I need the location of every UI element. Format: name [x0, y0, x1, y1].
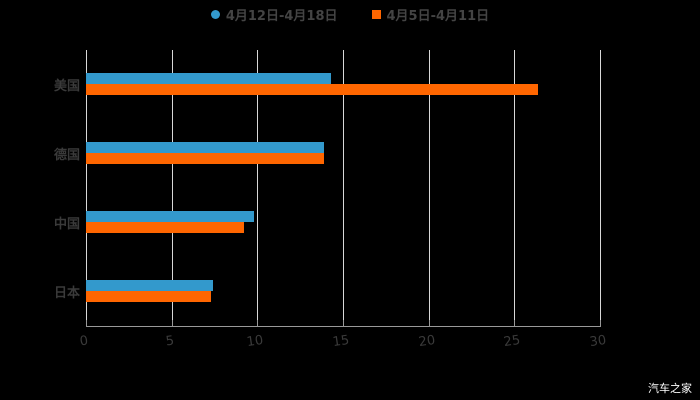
x-tick: [514, 320, 516, 327]
legend-circle-icon: [210, 9, 220, 19]
gridline: [514, 50, 516, 326]
category-label: 日本: [53, 286, 80, 301]
legend-item-series-2[interactable]: 4月5日-4月11日: [371, 4, 490, 24]
x-tick: [428, 320, 430, 327]
x-tick-label: 20: [417, 332, 436, 351]
x-tick-label: 25: [503, 332, 522, 351]
gridline: [428, 50, 430, 326]
legend-item-series-1[interactable]: 4月12日-4月18日: [210, 4, 338, 24]
bar-series-2[interactable]: [86, 222, 244, 233]
category-label: 美国: [53, 79, 80, 94]
x-tick-label: 10: [246, 332, 265, 351]
x-tick: [171, 320, 173, 327]
watermark: 汽车之家: [648, 382, 692, 395]
plot-area: [86, 50, 601, 326]
bar-series-2[interactable]: [86, 291, 212, 302]
legend-label: 4月5日-4月11日: [386, 8, 490, 24]
gridline: [171, 50, 173, 326]
bar-series-1[interactable]: [86, 280, 213, 291]
x-tick: [257, 320, 259, 327]
legend-square-icon: [371, 9, 381, 19]
bar-series-1[interactable]: [86, 73, 331, 84]
x-tick-label: 30: [588, 332, 608, 351]
bar-series-1[interactable]: [86, 142, 325, 153]
category-label: 中国: [53, 217, 80, 232]
bar-series-2[interactable]: [86, 153, 325, 164]
x-tick-label: 15: [331, 332, 351, 351]
gridline: [86, 50, 87, 326]
gridline: [343, 50, 344, 326]
x-tick-label: 5: [164, 333, 175, 350]
category-label: 德国: [53, 148, 80, 163]
gridline: [600, 50, 601, 326]
gridline: [257, 50, 259, 326]
legend-label: 4月12日-4月18日: [225, 8, 338, 24]
x-tick-label: 0: [78, 333, 90, 350]
x-tick: [343, 320, 344, 327]
x-tick: [86, 320, 87, 327]
bar-series-2[interactable]: [86, 84, 539, 95]
bar-series-1[interactable]: [86, 211, 254, 222]
x-tick: [600, 320, 601, 327]
chart-legend: 4月12日-4月18日 4月5日-4月11日: [0, 4, 700, 24]
